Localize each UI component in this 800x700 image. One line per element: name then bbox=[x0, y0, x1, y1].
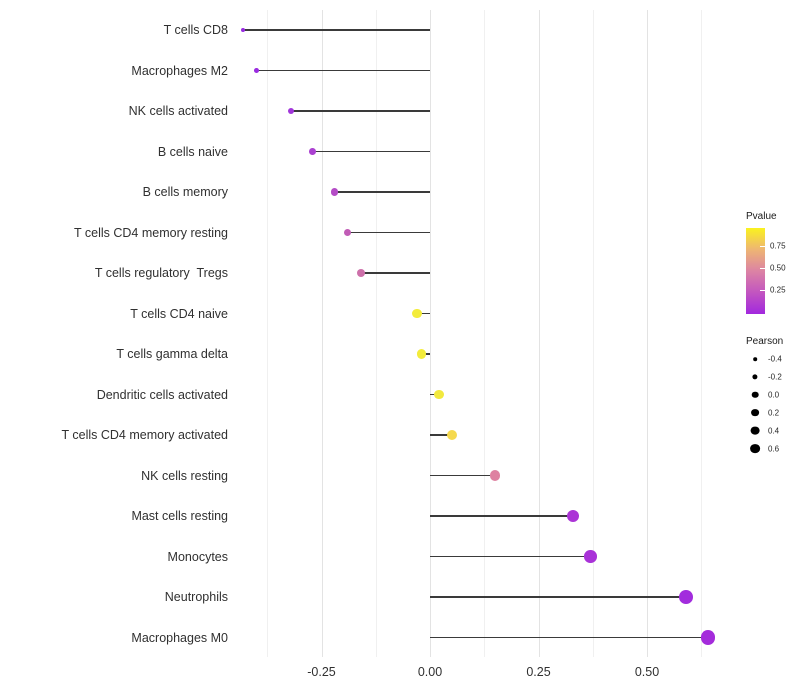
gridline-minor bbox=[701, 10, 703, 657]
x-axis-tick-label: 0.00 bbox=[417, 665, 443, 679]
legend-size-dot bbox=[751, 391, 759, 399]
lollipop-stick bbox=[430, 636, 708, 639]
lollipop-stick bbox=[243, 29, 430, 31]
lollipop-stick bbox=[291, 110, 430, 112]
legend-size-label: -0.4 bbox=[768, 354, 782, 364]
y-axis-label: Macrophages M2 bbox=[131, 63, 228, 78]
lollipop-dot bbox=[567, 509, 580, 523]
gridline-major bbox=[430, 10, 431, 657]
gridline-major bbox=[647, 10, 648, 657]
legend-size-label: 0.4 bbox=[768, 426, 780, 436]
legend-size-dot bbox=[752, 374, 758, 380]
legend-pearson-title: Pearson bbox=[746, 336, 784, 347]
pvalue-tick-mark bbox=[760, 290, 765, 291]
pvalue-tick-label: 0.25 bbox=[770, 285, 786, 295]
legend-size-dot bbox=[753, 357, 757, 361]
gridline-minor bbox=[267, 10, 269, 657]
y-axis-label: T cells CD4 memory resting bbox=[74, 225, 228, 240]
lollipop-dot bbox=[356, 269, 365, 277]
lollipop-dot bbox=[343, 228, 352, 237]
lollipop-dot bbox=[489, 470, 501, 481]
y-axis-label: T cells CD4 naive bbox=[130, 306, 228, 321]
legend-size-label: 0.0 bbox=[768, 390, 780, 400]
pvalue-tick-label: 0.50 bbox=[770, 263, 786, 273]
lollipop-stick bbox=[430, 434, 452, 436]
lollipop-dot bbox=[254, 68, 259, 73]
lollipop-stick bbox=[416, 312, 430, 315]
lollipop-dot bbox=[416, 349, 426, 359]
pvalue-tick-label: 0.75 bbox=[770, 241, 786, 251]
lollipop-stick bbox=[347, 231, 430, 234]
lollipop-stick bbox=[430, 515, 574, 517]
y-axis-label: Mast cells resting bbox=[131, 509, 228, 523]
gridline-major bbox=[538, 10, 540, 657]
x-axis-tick-label: 0.50 bbox=[634, 665, 660, 679]
lollipop-stick bbox=[430, 596, 687, 598]
y-axis-label: T cells CD4 memory activated bbox=[61, 428, 229, 442]
y-axis-label: T cells CD8 bbox=[163, 23, 228, 37]
gridline-minor bbox=[484, 10, 486, 657]
x-axis-tick-label: -0.25 bbox=[307, 665, 336, 679]
legend-size-dot bbox=[750, 443, 760, 454]
gridline-minor bbox=[375, 10, 377, 657]
pvalue-tick-mark bbox=[760, 246, 765, 247]
lollipop-dot bbox=[446, 430, 457, 440]
y-axis-label: B cells memory bbox=[142, 185, 228, 199]
lollipop-stick bbox=[256, 69, 430, 72]
y-axis-label: Neutrophils bbox=[164, 590, 228, 604]
legend-size-label: -0.2 bbox=[768, 372, 782, 382]
y-axis-label: B cells naive bbox=[157, 144, 228, 159]
legend-size-dot bbox=[750, 426, 760, 435]
y-axis-label: NK cells activated bbox=[128, 104, 228, 118]
y-axis-label: Dendritic cells activated bbox=[96, 387, 228, 402]
y-axis-label: T cells regulatory Tregs bbox=[94, 266, 228, 280]
legend-size-label: 0.2 bbox=[768, 408, 780, 418]
lollipop-dot bbox=[241, 27, 246, 33]
lollipop-dot bbox=[679, 590, 693, 604]
legend-pvalue-title: Pvalue bbox=[746, 211, 777, 222]
legend-size-dot bbox=[751, 408, 759, 417]
lollipop-dot bbox=[700, 630, 715, 645]
lollipop-stick bbox=[334, 191, 430, 193]
lollipop-dot bbox=[288, 107, 295, 114]
gridline-major bbox=[321, 10, 323, 657]
lollipop-stick bbox=[430, 555, 591, 558]
lollipop-dot bbox=[584, 550, 597, 563]
y-axis-label: T cells gamma delta bbox=[116, 347, 228, 361]
y-axis-label: Macrophages M0 bbox=[131, 630, 228, 645]
lollipop-dot bbox=[433, 389, 444, 400]
lollipop-dot bbox=[330, 188, 339, 196]
lollipop-stick bbox=[430, 474, 496, 477]
lollipop-dot bbox=[412, 308, 422, 319]
pvalue-tick-mark bbox=[760, 268, 765, 269]
lollipop-stick bbox=[312, 150, 430, 153]
y-axis-label: Monocytes bbox=[167, 549, 228, 564]
x-axis-tick-label: 0.25 bbox=[526, 665, 551, 679]
lollipop-stick bbox=[360, 272, 430, 274]
pvalue-gradient-bar bbox=[746, 228, 765, 314]
legend-size-label: 0.6 bbox=[768, 444, 780, 453]
lollipop-dot bbox=[309, 148, 317, 155]
gridline-minor bbox=[592, 10, 594, 657]
y-axis-label: NK cells resting bbox=[141, 468, 228, 483]
